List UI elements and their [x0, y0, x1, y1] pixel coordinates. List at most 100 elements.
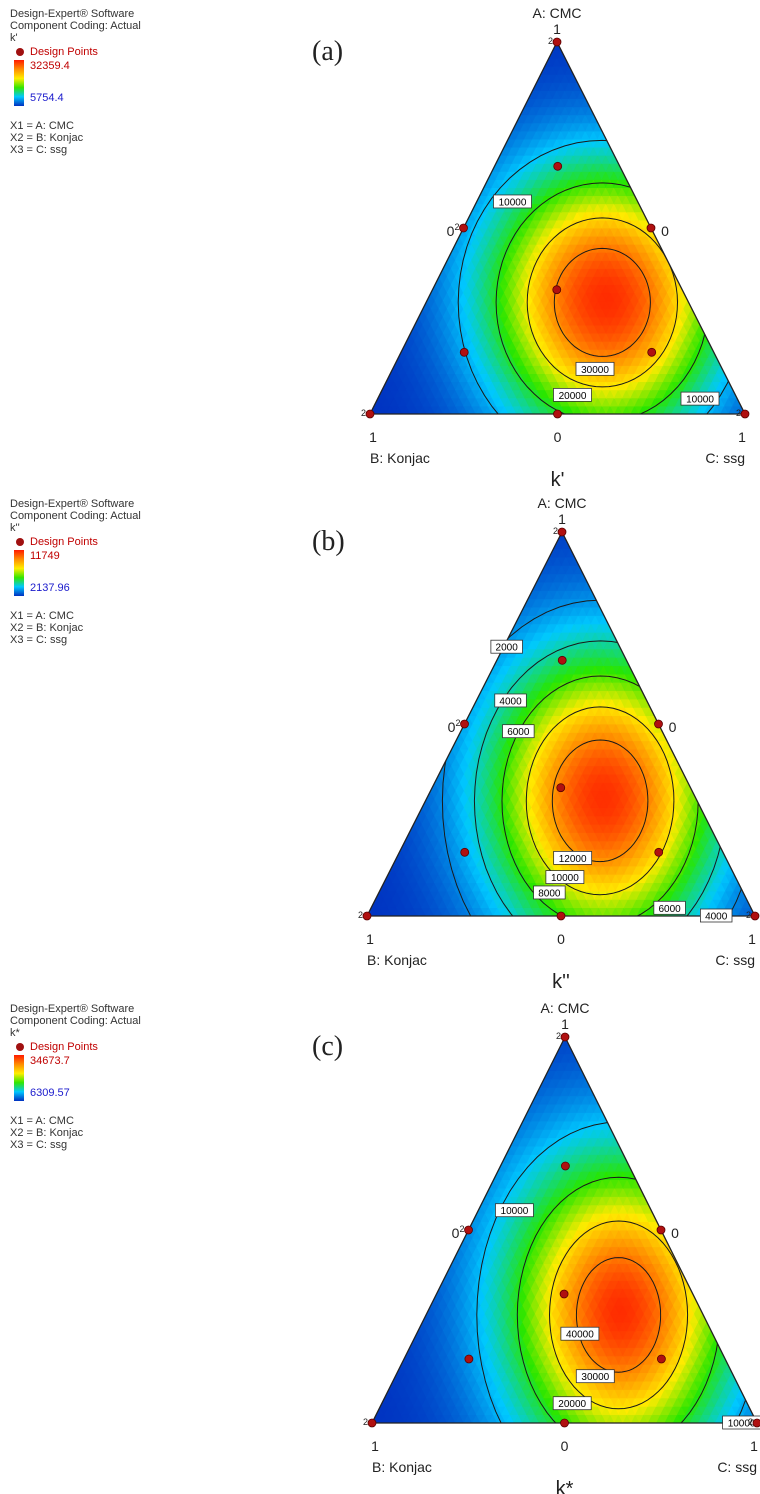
contour-line: [551, 739, 649, 863]
contour-label-box: [680, 391, 720, 406]
design-point: [559, 1289, 569, 1299]
contour-label-box: [722, 1415, 760, 1430]
legend-coding: Component Coding: Actual: [10, 510, 141, 522]
contour-label: 8000: [538, 888, 561, 899]
design-point: [460, 847, 470, 857]
legend-max: 32359.4: [30, 60, 70, 72]
design-point: [556, 783, 566, 793]
tick-label: 0: [661, 223, 669, 239]
tick-label: 1: [561, 1016, 569, 1032]
contour-label: 20000: [558, 1399, 586, 1410]
replicate-mark: 2: [455, 222, 460, 232]
contour-label: 4000: [499, 696, 522, 707]
design-point: [459, 223, 468, 233]
design-point: [560, 1161, 570, 1171]
contour-label: 6000: [507, 727, 530, 738]
contour-label: 30000: [581, 1372, 609, 1383]
legend-design-points: Design Points: [10, 1041, 141, 1053]
contour-label-box: [495, 1203, 534, 1218]
replicate-mark: 2: [363, 1417, 368, 1427]
contour-label-box: [490, 639, 523, 654]
contour-label-box: [700, 908, 733, 923]
design-point: [464, 1225, 473, 1235]
design-point: [740, 409, 750, 419]
legend-max: 11749: [30, 550, 60, 562]
design-point: [552, 37, 562, 47]
design-point: [752, 1418, 760, 1428]
legend-x1: X1 = A: CMC: [10, 1115, 74, 1127]
design-point: [460, 719, 469, 729]
contour-line: [548, 1220, 689, 1410]
axis-title-c: C: ssg: [705, 450, 745, 466]
axis-title-b: B: Konjac: [372, 1459, 432, 1475]
tick-label: 0: [554, 429, 562, 445]
contour-label-box: [575, 361, 615, 376]
contour-label-box: [552, 1396, 592, 1411]
design-point: [464, 1354, 474, 1364]
design-point: [556, 911, 566, 921]
tick-label: 0: [561, 1438, 569, 1454]
response-label: k': [551, 469, 565, 491]
legend-x3: X3 = C: ssg: [10, 634, 68, 646]
colorbar-gradient: [14, 550, 24, 596]
contour-line: [553, 247, 651, 357]
legend-design-points-label: Design Points: [30, 46, 98, 58]
response-label: k'': [552, 971, 570, 993]
legend-design-points-label: Design Points: [30, 1041, 98, 1053]
design-point: [654, 847, 664, 857]
design-point: [557, 655, 567, 665]
design-point-icon: [16, 538, 24, 546]
contour-label: 10000: [728, 1419, 756, 1430]
legend-software: Design-Expert® Software: [10, 8, 135, 20]
design-point: [560, 1418, 569, 1428]
contour-label: 30000: [581, 365, 609, 376]
design-point: [552, 285, 562, 295]
design-point-icon: [16, 1043, 24, 1051]
replicate-mark: 2: [460, 1224, 465, 1234]
legend: Design-Expert® Software Component Coding…: [10, 8, 141, 156]
tick-label: 1: [371, 1438, 379, 1454]
contour-line: [525, 706, 675, 896]
tick-label: 0: [447, 223, 455, 239]
legend-coding: Component Coding: Actual: [10, 1015, 141, 1027]
tick-label: 1: [750, 1438, 758, 1454]
tick-label: 0: [671, 1225, 679, 1241]
contour-label: 10000: [551, 873, 579, 884]
axis-title-c: C: ssg: [715, 952, 755, 968]
legend-x1: X1 = A: CMC: [10, 120, 74, 132]
tick-label: 0: [452, 1225, 460, 1241]
legend-variables: X1 = A: CMC X2 = B: Konjac X3 = C: ssg: [10, 120, 141, 156]
legend: Design-Expert® Software Component Coding…: [10, 1003, 141, 1151]
panel-label: (c): [312, 1031, 344, 1062]
contour-label-box: [493, 194, 532, 209]
contour-label-box: [545, 870, 585, 885]
design-point: [459, 347, 469, 357]
panel-label: (b): [312, 526, 345, 557]
design-point: [656, 1354, 666, 1364]
legend-min: 2137.96: [30, 582, 70, 594]
contour-label: 10000: [499, 197, 527, 208]
colorbar-gradient: [14, 1055, 24, 1101]
legend-min: 5754.4: [30, 92, 64, 104]
ternary-plot: 2000 4000 6000 12000 10000 8000 6000 4000 2 2 2 2 A:…: [358, 495, 760, 993]
legend-colorbar: 11749 2137.96: [10, 550, 141, 596]
design-point: [365, 409, 375, 419]
legend-software: Design-Expert® Software: [10, 1003, 135, 1015]
tick-label: 0: [448, 719, 456, 735]
design-point: [560, 1032, 570, 1042]
tick-label: 1: [558, 511, 566, 527]
axis-title-a: A: CMC: [538, 495, 587, 511]
legend-colorbar: 34673.7 6309.57: [10, 1055, 141, 1101]
legend-min: 6309.57: [30, 1087, 70, 1099]
design-point: [656, 1225, 666, 1235]
replicate-mark: 2: [456, 718, 461, 728]
axis-title-b: B: Konjac: [370, 450, 430, 466]
replicate-mark: 2: [556, 1031, 561, 1041]
design-point: [367, 1418, 377, 1428]
replicate-mark: 2: [553, 526, 558, 536]
design-point: [646, 223, 656, 233]
axis-title-a: A: CMC: [533, 5, 582, 21]
legend-x2: X2 = B: Konjac: [10, 622, 84, 634]
